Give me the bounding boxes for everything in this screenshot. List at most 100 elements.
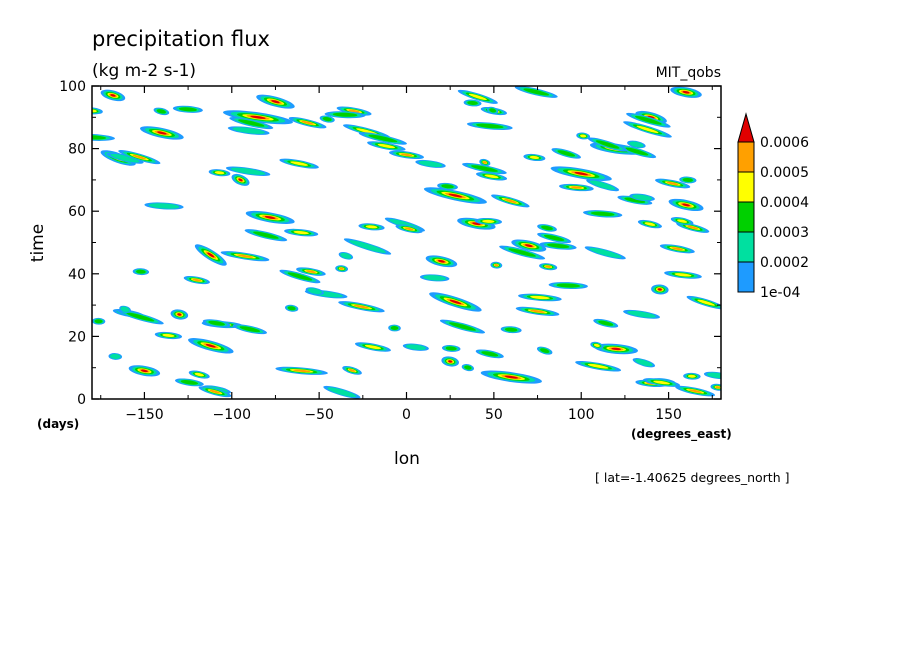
precip-contour xyxy=(418,160,443,168)
precip-contour xyxy=(624,197,646,203)
precip-contour xyxy=(644,222,656,226)
precip-contour xyxy=(348,109,360,113)
colorbar-swatch xyxy=(737,261,755,293)
precip-contour xyxy=(636,125,659,134)
precip-contour xyxy=(322,116,332,122)
y-tick-label: 60 xyxy=(68,204,86,220)
colorbar-extend-triangle xyxy=(737,112,755,143)
precip-contour xyxy=(666,181,679,186)
precip-contour xyxy=(162,333,175,338)
precip-contour xyxy=(556,283,581,288)
precip-contour xyxy=(332,112,358,117)
precip-contour xyxy=(589,180,616,190)
precip-contour xyxy=(340,252,352,259)
precip-contour xyxy=(327,387,357,398)
precip-contour xyxy=(390,326,399,331)
precip-contour xyxy=(687,374,696,378)
precip-contour xyxy=(449,299,462,305)
precip-contour xyxy=(482,161,487,164)
precip-contour xyxy=(472,222,481,226)
precip-contour xyxy=(293,230,309,235)
chart-title: precipitation flux xyxy=(92,27,270,51)
precip-contour xyxy=(697,299,715,306)
precip-contour xyxy=(530,295,550,300)
precip-contour xyxy=(192,278,202,282)
precip-contour xyxy=(238,119,265,127)
precip-contour xyxy=(94,319,103,324)
precip-contour xyxy=(207,252,215,258)
precip-contour xyxy=(349,240,386,253)
precip-contour xyxy=(632,194,653,201)
precip-contour xyxy=(293,369,311,373)
precip-contour xyxy=(611,347,621,351)
precip-contour xyxy=(580,134,587,138)
precip-contour xyxy=(236,254,254,258)
precip-contour xyxy=(682,203,690,207)
precip-contour xyxy=(356,128,378,135)
precip-contour xyxy=(682,90,690,94)
precip-contour xyxy=(677,219,688,223)
precip-contour xyxy=(635,115,662,125)
precip-contour xyxy=(494,264,499,267)
colorbar-label: 1e-04 xyxy=(760,285,800,301)
colorbar-label: 0.0002 xyxy=(760,255,809,271)
precip-contour xyxy=(587,363,609,369)
precip-contour xyxy=(484,174,499,179)
precip-contour xyxy=(156,109,167,114)
precip-contour xyxy=(540,348,550,353)
precip-contour xyxy=(230,167,266,175)
precip-contour xyxy=(109,353,121,360)
precip-contour xyxy=(214,171,225,175)
precip-contour xyxy=(307,288,322,295)
precip-contour xyxy=(557,150,576,157)
precip-contour xyxy=(589,247,622,258)
precip-contour xyxy=(339,267,344,270)
colorbar-swatch xyxy=(737,231,755,263)
precip-contour xyxy=(625,147,649,156)
colorbar-label: 0.0005 xyxy=(760,165,809,181)
y-axis-units: (days) xyxy=(37,417,79,431)
precip-contour xyxy=(448,360,453,363)
precip-contour xyxy=(290,161,309,166)
precip-contour xyxy=(264,215,276,219)
y-tick-label: 40 xyxy=(68,267,86,283)
precip-contour xyxy=(471,165,498,172)
x-tick-label: 50 xyxy=(485,407,503,423)
precip-contour xyxy=(287,272,313,281)
precip-contour xyxy=(148,203,180,209)
precip-contour xyxy=(445,346,457,351)
precip-contour xyxy=(635,359,653,367)
precip-contour xyxy=(590,211,615,216)
precip-contour xyxy=(239,326,261,333)
precip-contour xyxy=(482,219,495,223)
colorbar-swatch xyxy=(737,201,755,233)
x-axis-ticks: −150 −100 −50 0 50 100 150 xyxy=(100,86,713,423)
chart-subtitle: (kg m-2 s-1) xyxy=(92,61,196,81)
precip-contour xyxy=(404,227,414,231)
x-axis-units: (degrees_east) xyxy=(631,427,732,442)
precip-contour xyxy=(126,312,155,322)
precip-contour xyxy=(468,93,487,101)
colorbar-label: 0.0004 xyxy=(760,195,809,211)
precip-contour xyxy=(464,365,472,370)
precip-contour xyxy=(178,107,197,112)
precip-contour xyxy=(301,120,314,125)
y-tick-label: 80 xyxy=(68,142,86,158)
precip-contour xyxy=(92,135,107,140)
colorbar-swatch xyxy=(737,141,755,173)
precip-contour xyxy=(110,153,140,163)
precip-contour xyxy=(682,177,694,182)
precip-contour xyxy=(706,372,721,379)
colorbar: 1e-04 0.0002 0.0003 0.0004 0.0005 0.0006 xyxy=(737,112,809,301)
x-tick-label: −100 xyxy=(213,407,251,423)
precip-contour xyxy=(253,231,279,239)
precip-contour xyxy=(348,368,356,372)
precip-contour xyxy=(541,225,553,231)
precip-contour xyxy=(543,234,565,241)
precip-contour xyxy=(368,134,398,143)
precip-contour xyxy=(504,327,518,332)
precip-contour xyxy=(481,351,499,357)
precip-contour xyxy=(437,259,445,263)
precip-contour xyxy=(208,320,225,326)
